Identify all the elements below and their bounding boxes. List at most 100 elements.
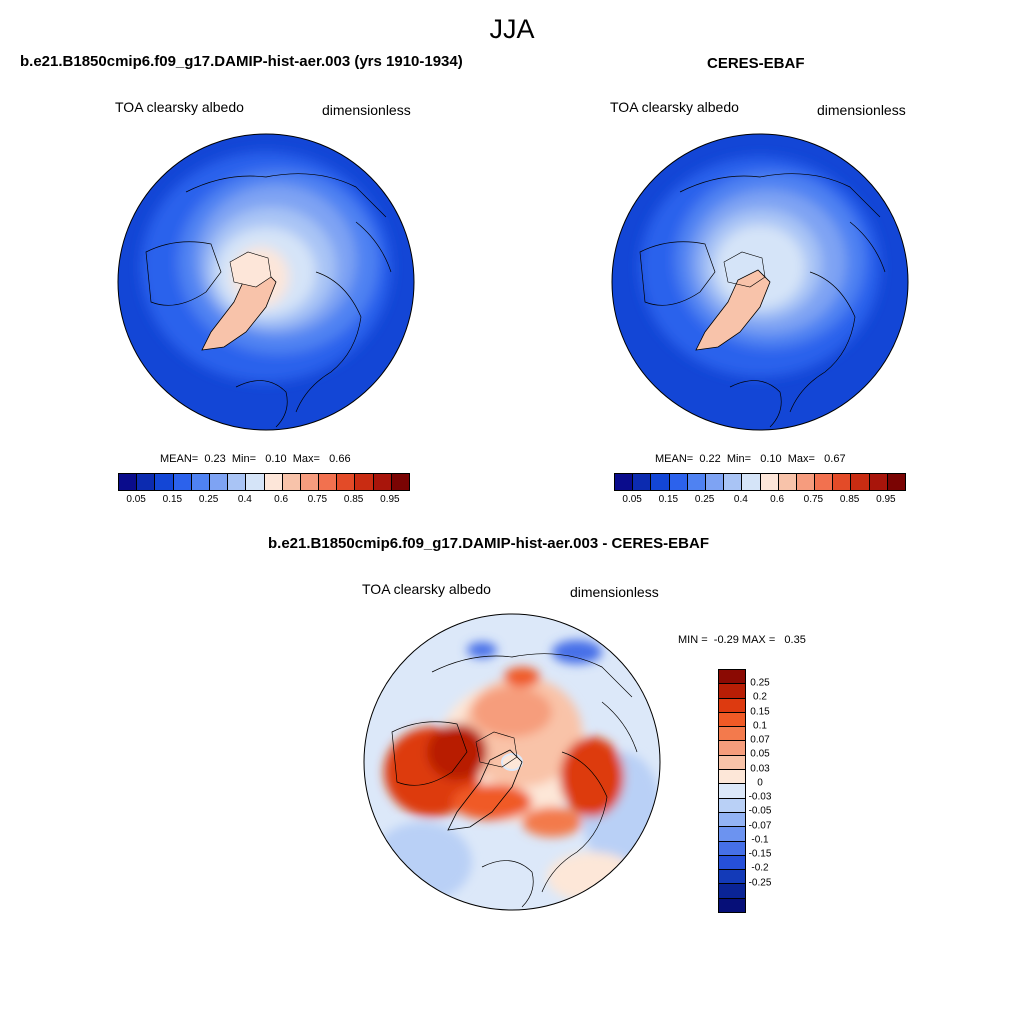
colorbar-tick-label: 0.4 xyxy=(237,494,252,505)
diff-polar-map xyxy=(363,613,661,911)
colorbar-swatch xyxy=(796,474,816,490)
colorbar-swatch xyxy=(300,474,320,490)
obs-stats: MEAN= 0.22 Min= 0.10 Max= 0.67 xyxy=(655,453,846,465)
colorbar-tick-label: 0.95 xyxy=(380,494,400,505)
colorbar-tick-label: 0.2 xyxy=(753,691,767,703)
colorbar-tick-label: 0.85 xyxy=(839,494,860,505)
obs-max-value: 0.67 xyxy=(824,453,846,465)
colorbar-swatch xyxy=(209,474,229,490)
colorbar-tick-label: 0.85 xyxy=(343,494,364,505)
model-panel-title: b.e21.B1850cmip6.f09_g17.DAMIP-hist-aer.… xyxy=(20,53,463,70)
colorbar-tick-label: 0.05 xyxy=(126,494,146,505)
diff-panel-title: b.e21.B1850cmip6.f09_g17.DAMIP-hist-aer.… xyxy=(268,535,709,552)
colorbar-swatch xyxy=(887,474,905,490)
colorbar-swatch xyxy=(264,474,283,490)
obs-min-value: 0.10 xyxy=(760,453,782,465)
model-min-value: 0.10 xyxy=(265,453,287,465)
model-polar-map xyxy=(117,133,415,431)
colorbar-tick-label: 0.1 xyxy=(753,720,767,732)
colorbar-swatch xyxy=(173,474,192,490)
colorbar-swatch xyxy=(705,474,725,490)
obs-units-label: dimensionless xyxy=(817,102,906,118)
colorbar-swatch xyxy=(719,755,745,771)
obs-mean-value: 0.22 xyxy=(699,453,721,465)
obs-colorbar xyxy=(614,473,906,491)
colorbar-tick-label: 0.25 xyxy=(694,494,715,505)
model-stats: MEAN= 0.23 Min= 0.10 Max= 0.66 xyxy=(160,453,351,465)
colorbar-swatch xyxy=(719,727,745,742)
season-title: JJA xyxy=(489,14,535,44)
diff-max-label: MAX = xyxy=(741,634,776,646)
colorbar-swatch xyxy=(742,474,761,490)
colorbar-swatch xyxy=(119,474,138,490)
colorbar-tick-label: -0.25 xyxy=(748,877,772,889)
colorbar-tick-label: 0.03 xyxy=(750,763,770,775)
colorbar-tick-label: -0.15 xyxy=(748,848,772,860)
model-colorbar-ticks: 0.05 0.15 0.25 0.4 0.6 0.75 0.85 0.95 xyxy=(118,494,408,508)
colorbar-swatch xyxy=(719,898,745,913)
colorbar-swatch xyxy=(719,684,745,699)
diff-min-value: -0.29 xyxy=(713,634,739,646)
colorbar-swatch xyxy=(373,474,392,490)
model-mean-value: 0.23 xyxy=(204,453,226,465)
obs-colorbar-ticks: 0.05 0.15 0.25 0.4 0.6 0.75 0.85 0.95 xyxy=(614,494,904,508)
colorbar-tick-label: -0.05 xyxy=(748,805,772,817)
colorbar-tick-label: -0.2 xyxy=(751,862,769,874)
colorbar-swatch xyxy=(719,698,745,713)
colorbar-tick-label: 0.6 xyxy=(274,494,289,505)
colorbar-swatch xyxy=(651,474,670,490)
colorbar-tick-label: 0.15 xyxy=(750,706,770,718)
colorbar-swatch xyxy=(191,474,210,490)
diff-min-label: MIN = xyxy=(678,634,708,646)
colorbar-tick-label: 0.75 xyxy=(803,494,824,505)
colorbar-swatch xyxy=(137,474,156,490)
colorbar-tick-label: 0.6 xyxy=(770,494,785,505)
diff-variable-label: TOA clearsky albedo xyxy=(362,581,491,597)
colorbar-swatch xyxy=(669,474,688,490)
colorbar-swatch xyxy=(719,855,745,871)
colorbar-swatch xyxy=(719,827,745,842)
colorbar-swatch xyxy=(719,784,745,799)
colorbar-swatch xyxy=(228,474,247,490)
colorbar-swatch xyxy=(719,670,745,685)
model-max-value: 0.66 xyxy=(329,453,351,465)
colorbar-swatch xyxy=(851,474,870,490)
colorbar-tick-label: 0.15 xyxy=(162,494,183,505)
colorbar-swatch xyxy=(246,474,265,490)
colorbar-swatch xyxy=(319,474,338,490)
obs-min-label: Min= xyxy=(726,453,752,465)
model-colorbar xyxy=(118,473,410,491)
colorbar-tick-label: -0.1 xyxy=(751,834,769,846)
colorbar-swatch xyxy=(633,474,652,490)
colorbar-tick-label: 0.4 xyxy=(733,494,748,505)
colorbar-tick-label: 0 xyxy=(757,777,763,789)
colorbar-swatch xyxy=(391,474,409,490)
diff-units-label: dimensionless xyxy=(570,584,659,600)
colorbar-swatch xyxy=(687,474,706,490)
colorbar-tick-label: 0.25 xyxy=(750,677,770,689)
colorbar-swatch xyxy=(615,474,634,490)
colorbar-swatch xyxy=(719,812,745,828)
obs-mean-label: MEAN= xyxy=(655,453,694,465)
model-min-label: Min= xyxy=(231,453,257,465)
colorbar-swatch xyxy=(815,474,834,490)
obs-variable-label: TOA clearsky albedo xyxy=(610,99,739,115)
model-units-label: dimensionless xyxy=(322,102,411,118)
colorbar-tick-label: 0.15 xyxy=(658,494,679,505)
colorbar-swatch xyxy=(724,474,743,490)
colorbar-swatch xyxy=(760,474,779,490)
model-mean-label: MEAN= xyxy=(160,453,199,465)
obs-max-label: Max= xyxy=(787,453,815,465)
colorbar-swatch xyxy=(282,474,301,490)
model-max-label: Max= xyxy=(292,453,320,465)
colorbar-tick-label: -0.03 xyxy=(748,791,772,803)
colorbar-swatch xyxy=(719,712,745,728)
colorbar-swatch xyxy=(719,770,745,785)
colorbar-swatch xyxy=(355,474,374,490)
obs-polar-map xyxy=(611,133,909,431)
colorbar-swatch xyxy=(719,841,745,856)
colorbar-swatch xyxy=(155,474,174,490)
diff-stats: MIN = -0.29 MAX = 0.35 xyxy=(678,634,806,646)
colorbar-tick-label: 0.95 xyxy=(876,494,896,505)
colorbar-swatch xyxy=(869,474,888,490)
